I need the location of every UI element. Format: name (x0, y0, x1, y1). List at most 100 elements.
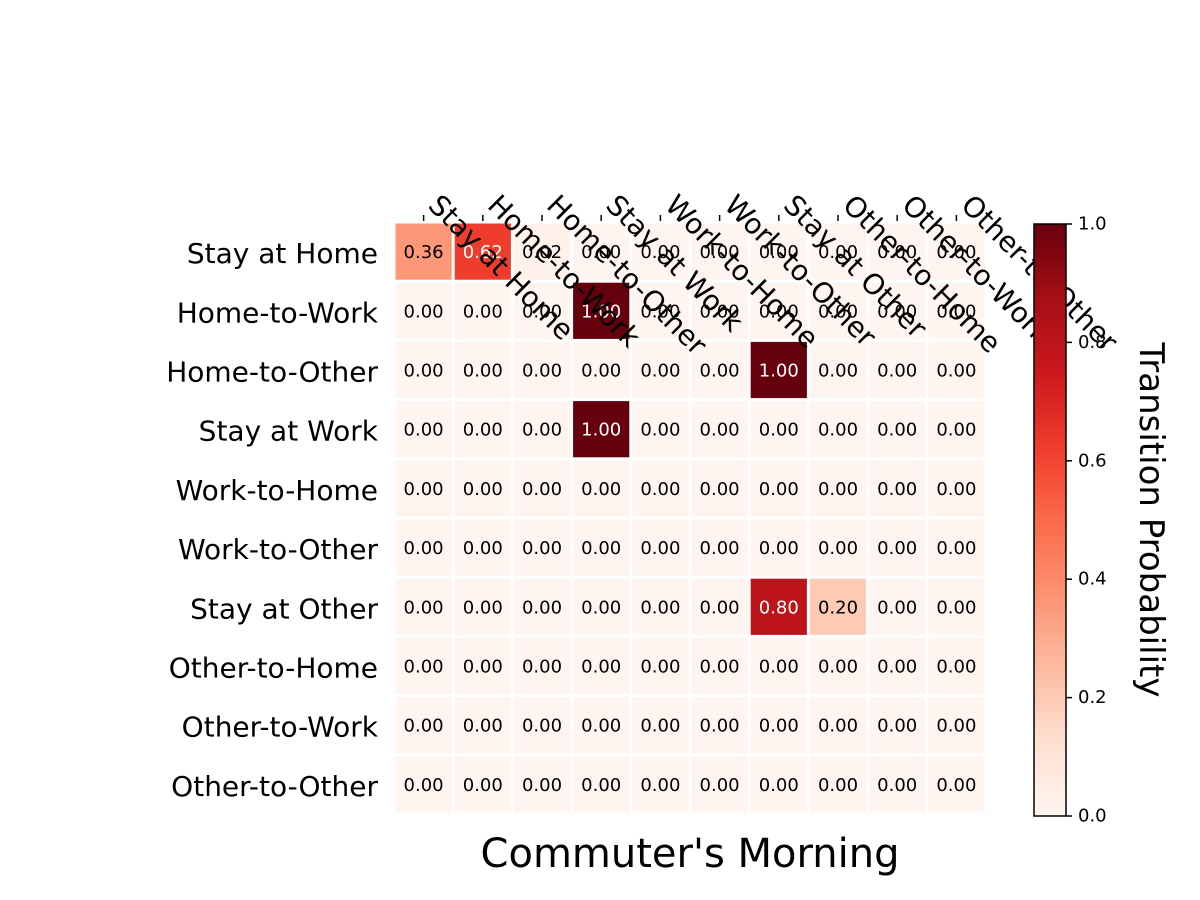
cell-value-label: 0.00 (936, 775, 976, 796)
cell-value-label: 0.00 (463, 479, 503, 500)
cell-value-label: 0.00 (700, 420, 740, 441)
cell-value-label: 0.00 (522, 420, 562, 441)
heatmap-cell (632, 637, 689, 695)
heatmap-cell (395, 282, 452, 339)
heatmap-cell (869, 341, 926, 399)
cell-value-label: 0.00 (936, 597, 976, 618)
cell-value-label: 0.80 (759, 597, 799, 618)
cell-value-label: 0.00 (877, 301, 917, 322)
heatmap-cell (513, 401, 571, 458)
cell-value-label: 0.00 (463, 775, 503, 796)
cell-value-label: 0.00 (818, 301, 858, 322)
cell-value-label: 0.00 (522, 657, 562, 678)
heatmap-cell (691, 401, 748, 458)
heatmap-cell (928, 637, 985, 695)
cell-value-label: 0.00 (818, 479, 858, 500)
cell-value-label: 0.00 (936, 301, 976, 322)
cell-value-label: 0.00 (877, 775, 917, 796)
cell-value-label: 0.00 (818, 538, 858, 559)
cell-value-label: 0.00 (404, 538, 444, 559)
cell-value-label: 0.00 (581, 479, 621, 500)
heatmap-cell (691, 282, 748, 339)
heatmap-cell (573, 401, 630, 458)
heatmap-cell (454, 697, 511, 754)
cell-value-label: 0.00 (640, 538, 680, 559)
row-tick-label: Work-to-Home (176, 474, 378, 507)
heatmap-cell (513, 282, 571, 339)
heatmap-cell (632, 282, 689, 339)
cell-value-label: 0.00 (522, 716, 562, 737)
cell-value-label: 0.00 (700, 361, 740, 382)
colorbar-tick-label: 1.0 (1078, 214, 1107, 235)
heatmap-cell (750, 460, 807, 517)
cell-value-label: 0.00 (936, 716, 976, 737)
heatmap-cell (691, 756, 748, 813)
cell-value-label: 0.00 (463, 657, 503, 678)
cell-value-label: 0.00 (700, 538, 740, 559)
x-axis-label: Commuter's Morning (481, 831, 900, 877)
heatmap-cell (632, 460, 689, 517)
heatmap-cell (750, 401, 807, 458)
heatmap-cell (809, 637, 867, 695)
cell-value-label: 0.00 (877, 479, 917, 500)
heatmap-cell (691, 578, 748, 635)
heatmap-cell (395, 637, 452, 695)
heatmap-cell (632, 341, 689, 399)
cell-value-label: 0.00 (700, 479, 740, 500)
cell-value-label: 0.00 (522, 775, 562, 796)
heatmap-cell (691, 519, 748, 576)
heatmap-cell (869, 223, 926, 280)
cell-value-label: 1.00 (581, 301, 621, 322)
cell-value-label: 0.00 (759, 242, 799, 263)
colorbar-tick-label: 0.2 (1078, 687, 1107, 708)
colorbar-tick-label: 0.4 (1078, 569, 1107, 590)
heatmap-cell (513, 460, 571, 517)
row-tick-label: Stay at Other (190, 592, 378, 625)
cell-value-label: 0.00 (877, 716, 917, 737)
heatmap-cell (454, 401, 511, 458)
heatmap-cell (513, 578, 571, 635)
heatmap-cell (395, 519, 452, 576)
cell-value-label: 0.00 (640, 597, 680, 618)
cell-value-label: 0.00 (463, 361, 503, 382)
cell-value-label: 0.00 (936, 242, 976, 263)
cell-value-label: 0.00 (404, 597, 444, 618)
heatmap-cell (809, 223, 867, 280)
row-tick-label: Other-to-Other (171, 770, 378, 803)
cell-value-label: 0.00 (404, 775, 444, 796)
cell-value-label: 0.00 (404, 361, 444, 382)
cell-value-label: 0.00 (877, 597, 917, 618)
colorbar-tick-label: 0.8 (1078, 332, 1107, 353)
heatmap-cell (750, 697, 807, 754)
heatmap-cell (573, 223, 630, 280)
heatmap-cell (573, 460, 630, 517)
cell-value-label: 0.00 (522, 479, 562, 500)
cell-value-label: 0.00 (522, 361, 562, 382)
heatmap-cell (809, 341, 867, 399)
row-tick-label: Home-to-Other (166, 356, 378, 389)
heatmap-cell (454, 519, 511, 576)
cell-value-label: 0.00 (700, 775, 740, 796)
heatmap-cell (454, 756, 511, 813)
heatmap-cell (809, 578, 867, 635)
heatmap-cell (691, 460, 748, 517)
heatmap-cell (928, 578, 985, 635)
cell-value-label: 0.00 (759, 420, 799, 441)
cell-value-label: 0.00 (404, 301, 444, 322)
cell-value-label: 1.00 (759, 361, 799, 382)
cell-value-label: 0.00 (818, 657, 858, 678)
cell-value-label: 0.00 (877, 361, 917, 382)
heatmap-cell (750, 282, 807, 339)
cell-value-label: 0.00 (877, 657, 917, 678)
heatmap-cell (928, 341, 985, 399)
heatmap-cell (809, 460, 867, 517)
heatmap-cell (869, 460, 926, 517)
heatmap-cell (395, 460, 452, 517)
colorbar-gradient (1033, 223, 1067, 817)
heatmap-cell (928, 282, 985, 339)
heatmap-cell (691, 637, 748, 695)
heatmap-cell (454, 637, 511, 695)
row-tick-label: Work-to-Other (178, 533, 379, 566)
heatmap-cell (750, 519, 807, 576)
